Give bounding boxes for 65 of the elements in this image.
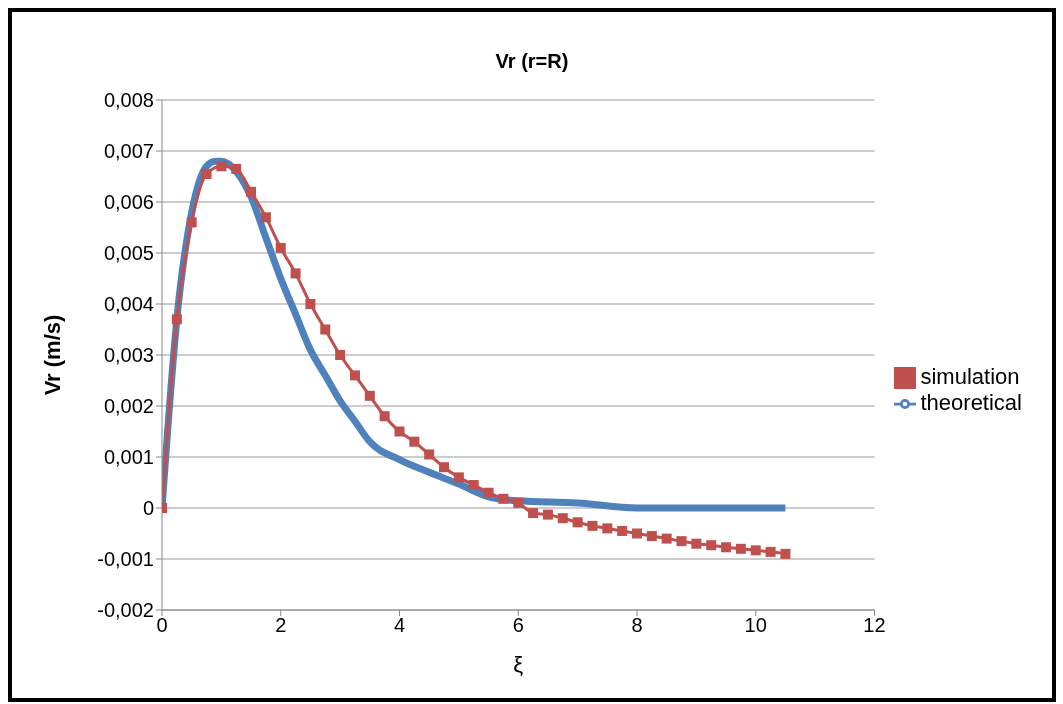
y-tick-label: 0,001 xyxy=(103,446,154,469)
point xyxy=(275,242,286,253)
y-axis-title: Vr (m/s) xyxy=(39,314,65,396)
y-tick-label: 0,005 xyxy=(103,242,154,265)
point xyxy=(646,531,657,542)
point xyxy=(231,163,242,174)
point xyxy=(661,533,672,544)
point xyxy=(201,168,212,179)
point xyxy=(513,497,524,508)
legend-label: simulation xyxy=(920,364,1020,389)
x-tick-label: 0 xyxy=(156,614,168,637)
point xyxy=(305,299,316,309)
point xyxy=(721,542,732,553)
point xyxy=(631,528,642,539)
x-tick-label: 6 xyxy=(512,614,524,637)
point xyxy=(602,523,613,534)
point xyxy=(349,370,360,381)
point xyxy=(394,426,405,437)
point xyxy=(735,543,746,554)
point xyxy=(424,449,435,460)
point xyxy=(290,268,301,279)
point xyxy=(572,517,583,528)
point xyxy=(186,217,197,228)
point xyxy=(246,186,257,197)
point xyxy=(617,525,628,536)
point xyxy=(780,548,791,559)
y-tick-label: 0,008 xyxy=(103,89,154,112)
point xyxy=(216,161,227,172)
point xyxy=(498,493,509,504)
legend-label: theoretical xyxy=(920,390,1022,415)
point xyxy=(409,436,420,447)
y-tick-label: 0,003 xyxy=(103,344,154,367)
x-tick-label: 2 xyxy=(275,614,287,637)
point xyxy=(364,390,375,401)
point xyxy=(750,545,761,556)
y-tick-label: 0 xyxy=(142,497,154,520)
x-tick-label: 4 xyxy=(393,614,406,637)
y-tick-label: 0,007 xyxy=(103,140,154,163)
point xyxy=(587,520,598,531)
x-tick-label: 10 xyxy=(744,614,767,637)
point xyxy=(483,487,494,498)
y-tick-label: 0,004 xyxy=(103,293,154,316)
point xyxy=(691,538,702,549)
x-tick-label: 8 xyxy=(631,614,643,637)
y-tick-label: 0,006 xyxy=(103,191,154,214)
point xyxy=(706,540,717,551)
point xyxy=(320,324,331,335)
point xyxy=(260,212,271,223)
point xyxy=(765,546,776,557)
x-axis-title: ξ xyxy=(513,652,524,677)
y-tick-label: -0,002 xyxy=(97,599,154,622)
chart-title: Vr (r=R) xyxy=(494,49,570,74)
point xyxy=(439,462,450,473)
x-tick-label: 12 xyxy=(863,614,886,637)
point xyxy=(557,513,568,524)
point xyxy=(468,480,479,491)
point xyxy=(542,509,553,520)
point xyxy=(379,411,390,422)
point xyxy=(171,314,182,325)
point xyxy=(335,350,346,360)
point xyxy=(528,508,539,519)
point xyxy=(453,472,464,483)
y-tick-label: -0,001 xyxy=(97,548,154,571)
y-tick-label: 0,002 xyxy=(103,395,154,418)
point xyxy=(676,536,687,547)
